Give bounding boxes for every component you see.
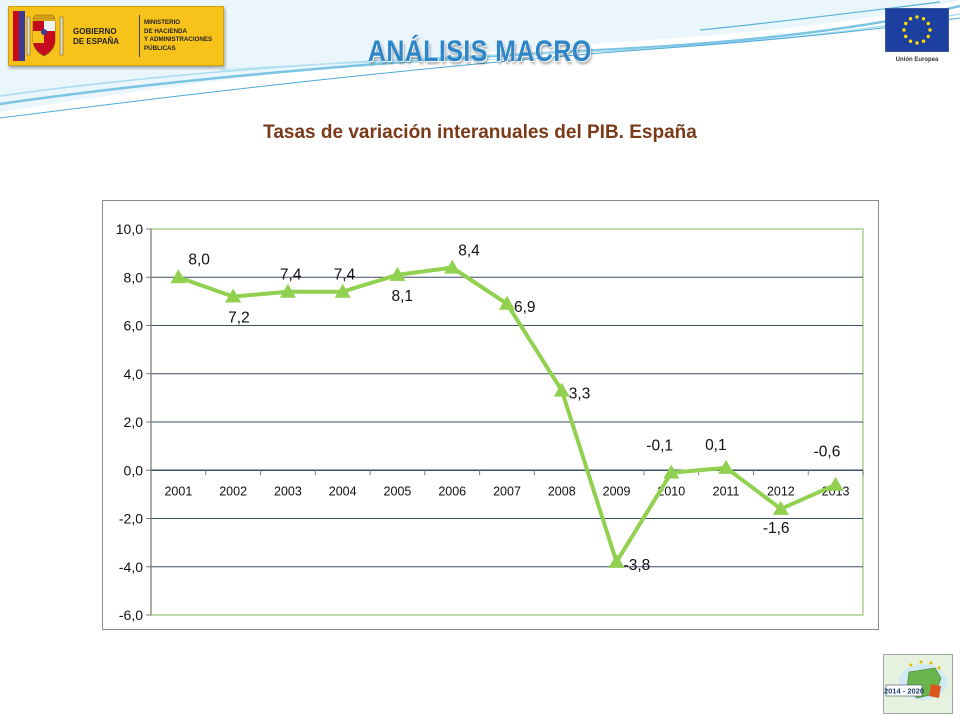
ministry-name-line: MINISTERIO	[144, 19, 181, 26]
page-title: ANÁLISIS MACRO	[367, 35, 592, 68]
x-tick-label: 2008	[548, 484, 576, 498]
data-label: -0,6	[814, 444, 841, 461]
data-point-triangle-icon	[444, 259, 461, 274]
x-tick-label: 2004	[329, 484, 357, 498]
eu-logo: Unión Europea	[883, 6, 951, 64]
eu-star-icon	[908, 39, 913, 43]
x-tick-label: 2007	[493, 484, 521, 498]
y-tick-label: 0,0	[124, 462, 144, 478]
y-tick-label: 2,0	[124, 414, 144, 430]
header-swoosh-decoration	[0, 0, 960, 119]
data-label: 8,1	[391, 288, 413, 305]
x-tick-label: 2002	[219, 484, 247, 498]
ministry-name-line: DE HACIENDA	[144, 27, 187, 35]
y-tick-label: 6,0	[124, 318, 144, 334]
data-label: 7,4	[334, 267, 356, 284]
x-tick-label: 2012	[767, 484, 795, 498]
data-point-triangle-icon	[772, 500, 789, 515]
government-name-line: DE ESPAÑA	[73, 37, 120, 46]
data-label: 8,0	[188, 251, 210, 268]
y-tick-label: 8,0	[124, 269, 144, 285]
x-tick-label: 2009	[603, 484, 631, 498]
y-tick-label: 4,0	[124, 366, 144, 382]
government-logo: GOBIERNO DE ESPAÑA MINISTERIO DE HACIEND…	[8, 6, 224, 66]
programme-2014-2020-badge-icon: 2014 - 2020	[883, 654, 953, 714]
eu-star-icon	[921, 39, 926, 43]
eu-star-icon	[921, 17, 926, 21]
government-name: GOBIERNO DE ESPAÑA	[73, 27, 133, 47]
data-label: 7,2	[228, 310, 250, 327]
y-tick-label: -6,0	[119, 607, 143, 623]
data-point-triangle-icon	[499, 295, 515, 310]
x-tick-label: 2006	[438, 484, 466, 498]
data-point-triangle-icon	[608, 553, 625, 568]
ministry-name: MINISTERIO DE HACIENDA Y ADMINISTRACIONE…	[144, 19, 224, 53]
data-label: -0,1	[646, 438, 673, 455]
eu-star-icon	[904, 21, 908, 26]
data-point-triangle-icon	[279, 283, 296, 298]
y-tick-label: -4,0	[119, 559, 143, 575]
series-line	[177, 265, 837, 564]
data-label: -1,6	[763, 520, 790, 537]
data-point-triangle-icon	[334, 283, 351, 298]
data-point-triangle-icon	[663, 464, 680, 479]
y-tick-label: 10,0	[116, 221, 143, 237]
ministry-name-line: Y ADMINISTRACIONES	[144, 36, 213, 43]
data-label: 3,3	[569, 386, 591, 403]
government-name-line: GOBIERNO	[73, 27, 117, 36]
spain-crest-icon	[13, 11, 64, 61]
eu-star-icon	[928, 28, 932, 32]
gdp-line-chart: 10,0 8,0 6,0 4,0 2,0 0,0 -2,0 -4,0 -6,0 2001 2002 2…	[116, 221, 864, 623]
eu-star-icon	[915, 41, 919, 45]
x-tick-label: 2005	[384, 484, 412, 498]
eu-star-icon	[915, 15, 919, 19]
x-tick-label: 2001	[164, 484, 192, 498]
x-tick-label: 2011	[713, 484, 740, 498]
data-label: 8,4	[458, 243, 480, 260]
eu-flag-icon	[885, 8, 949, 52]
badge-label: 2014 - 2020	[884, 687, 924, 696]
eu-label: Unión Europea	[895, 57, 939, 63]
data-point-triangle-icon	[827, 476, 844, 491]
chart-area: 10,0 8,0 6,0 4,0 2,0 0,0 -2,0 -4,0 -6,0 2001 2002 2…	[102, 200, 879, 630]
data-point-triangle-icon	[553, 382, 570, 397]
data-point-triangle-icon	[225, 288, 242, 303]
eu-star-icon	[926, 21, 930, 26]
data-point-triangle-icon	[170, 269, 187, 284]
eu-star-icon	[908, 17, 913, 21]
eu-star-icon	[926, 34, 930, 39]
data-label: -3,8	[624, 557, 651, 574]
eu-star-icon	[902, 28, 906, 32]
x-tick-label: 2003	[274, 484, 302, 498]
chart-title: Tasas de variación interanuales del PIB.…	[263, 122, 697, 143]
data-label: 0,1	[705, 437, 727, 454]
data-label: 6,9	[514, 299, 536, 316]
eu-star-icon	[904, 34, 908, 39]
data-label: 7,4	[280, 267, 302, 284]
data-point-triangle-icon	[389, 266, 406, 281]
data-point-triangle-icon	[718, 459, 735, 474]
logo-divider	[139, 15, 140, 57]
y-tick-label: -2,0	[119, 511, 143, 527]
ministry-name-line: PÚBLICAS	[144, 44, 176, 52]
